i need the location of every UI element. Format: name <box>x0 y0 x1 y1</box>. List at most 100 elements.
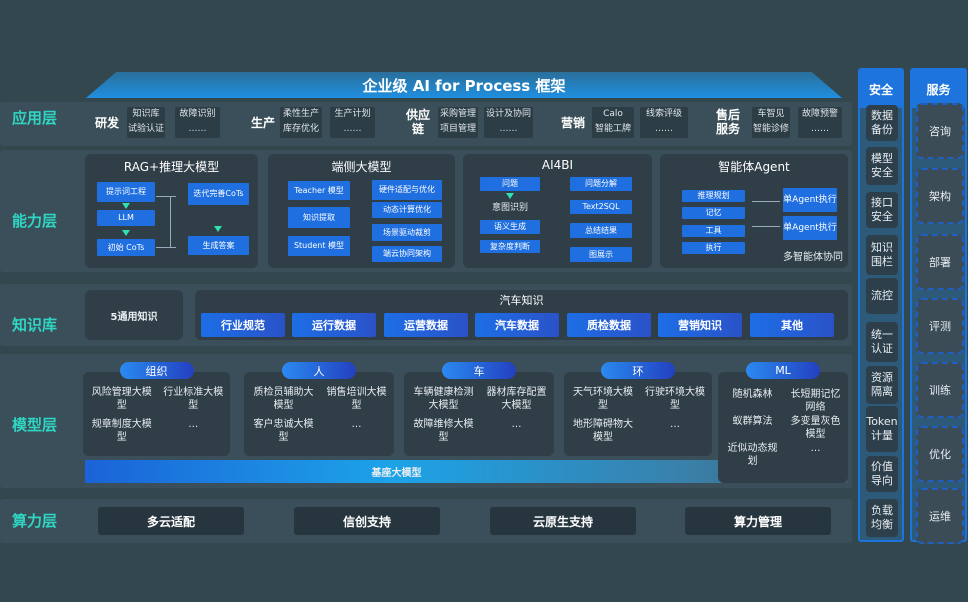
security-item: 资源隔离 <box>866 366 898 404</box>
connector-line <box>170 196 171 248</box>
reasoning-planning-box: 推理规划 <box>682 190 745 202</box>
app-item: 项目管理 <box>439 124 476 134</box>
compute-item: 算力管理 <box>685 507 831 535</box>
security-item: Token计量 <box>866 406 898 452</box>
question-box: 问题 <box>480 177 540 191</box>
connector-line <box>156 196 176 248</box>
layer-label-capability: 能力层 <box>12 212 58 230</box>
app-item: …… <box>343 124 362 134</box>
app-item-box: 知识库 试验认证 <box>127 107 165 138</box>
tools-box: 工具 <box>682 225 745 237</box>
single-agent-box-1: 单Agent执行 <box>783 188 837 212</box>
arrow-icon <box>122 203 130 209</box>
security-item: 负载均衡 <box>866 499 898 537</box>
layer-label-model: 模型层 <box>12 416 58 434</box>
model-group-panel <box>718 372 848 483</box>
app-item-box: 柔性生产 库存优化 <box>280 107 322 138</box>
model-item: 故障维修大模型 <box>413 419 474 443</box>
service-item: 评测 <box>916 298 964 354</box>
app-item: 线索评级 <box>645 109 682 119</box>
connector-line <box>752 201 780 227</box>
more-ellipsis: … <box>188 419 199 430</box>
model-item: 客户忠诚大模型 <box>253 419 314 443</box>
agent-title: 智能体Agent <box>718 160 790 174</box>
memory-box: 记忆 <box>682 207 745 219</box>
model-group-panel <box>404 372 554 456</box>
model-group-pill: 组织 <box>119 362 194 379</box>
more-ellipsis: … <box>351 419 362 430</box>
student-model-box: Student 模型 <box>288 236 350 256</box>
model-item: 质检员辅助大模型 <box>253 387 314 411</box>
model-item: 规章制度大模型 <box>91 419 152 443</box>
more-ellipsis: … <box>810 443 821 454</box>
model-item: 多变量灰色模型 <box>790 416 841 440</box>
layer-label-compute: 算力层 <box>12 512 58 530</box>
knowledge-chip: 其他 <box>750 313 834 337</box>
general-knowledge-box: 5通用知识 <box>85 290 183 340</box>
summary-box: 总结结果 <box>570 223 632 238</box>
app-item: 故障预警 <box>801 109 838 119</box>
app-item: …… <box>655 124 673 134</box>
teacher-model-box: Teacher 模型 <box>288 181 350 200</box>
app-item: 采购管理 <box>439 109 476 119</box>
app-item-box: Calo 智能工牌 <box>592 107 634 138</box>
app-item-box: 车智见 智能诊修 <box>752 107 790 138</box>
model-group-pill: 车 <box>442 362 516 379</box>
llm-box: LLM <box>97 210 155 226</box>
hardware-adapt-box: 硬件适配与优化 <box>372 180 442 200</box>
model-group-panel <box>83 372 230 456</box>
app-item: …… <box>499 124 518 134</box>
edge-cloud-box: 端云协同架构 <box>372 246 442 262</box>
app-item: 车智见 <box>757 109 785 119</box>
app-item: 试验认证 <box>127 124 164 134</box>
app-group-label: 供应链 <box>405 108 430 136</box>
app-item: 智能诊修 <box>752 124 789 134</box>
app-group-label: 售后服务 <box>715 108 740 136</box>
decompose-box: 问题分解 <box>570 177 632 191</box>
model-group-pill: 环 <box>601 362 675 379</box>
layer-label-knowledge: 知识库 <box>12 316 58 334</box>
rag-title: RAG+推理大模型 <box>123 160 220 174</box>
prompt-engineering-box: 提示词工程 <box>97 182 155 202</box>
service-item: 优化 <box>916 426 964 482</box>
model-item: 近似动态规划 <box>727 443 778 467</box>
arrow-icon <box>214 226 222 232</box>
knowledge-chip: 汽车数据 <box>475 313 559 337</box>
model-item: 销售培训大模型 <box>326 387 387 411</box>
model-item: 地形障碍物大模型 <box>573 419 633 443</box>
model-item: 蚁群算法 <box>732 416 773 427</box>
layer-label-app: 应用层 <box>12 109 58 127</box>
chart-display-box: 图展示 <box>570 247 632 262</box>
app-item-box: 生产计划 …… <box>330 107 375 138</box>
iterate-cots-box: 迭代完善CoTs <box>188 183 249 205</box>
service-item: 运维 <box>916 488 964 544</box>
security-item: 接口安全 <box>866 192 898 228</box>
services-title: 服务 <box>912 70 965 108</box>
app-item: 库存优化 <box>282 124 319 134</box>
auto-knowledge-title: 汽车知识 <box>499 294 544 307</box>
single-agent-box-2: 单Agent执行 <box>783 216 837 240</box>
model-item: 车辆健康检测大模型 <box>413 387 474 411</box>
knowledge-chip: 营销知识 <box>658 313 742 337</box>
app-item-box: 线索评级 …… <box>640 107 688 138</box>
arrow-icon <box>506 193 514 199</box>
model-item: 随机森林 <box>732 389 773 400</box>
model-group-pill: 人 <box>282 362 356 379</box>
model-item: 行业标准大模型 <box>163 387 224 411</box>
security-item: 统一认证 <box>866 322 898 362</box>
model-item: 器材库存配置大模型 <box>486 387 547 411</box>
app-item: Calo <box>603 109 623 119</box>
app-item: 故障识别 <box>179 109 216 119</box>
app-item-box: 故障预警 …… <box>798 107 842 138</box>
compute-item: 信创支持 <box>294 507 440 535</box>
model-item: 天气环境大模型 <box>573 387 633 411</box>
app-item-box: 设计及协同 …… <box>484 107 533 138</box>
knowledge-extraction-box: 知识提取 <box>288 207 350 228</box>
dynamic-compute-box: 动态计算优化 <box>372 202 442 218</box>
initial-cots-box: 初始 CoTs <box>97 239 155 256</box>
model-group-panel <box>244 372 394 456</box>
semantic-gen-box: 语义生成 <box>480 220 540 234</box>
security-title: 安全 <box>860 70 902 108</box>
service-item: 咨询 <box>916 103 964 159</box>
app-item-box: 故障识别 …… <box>175 107 220 138</box>
